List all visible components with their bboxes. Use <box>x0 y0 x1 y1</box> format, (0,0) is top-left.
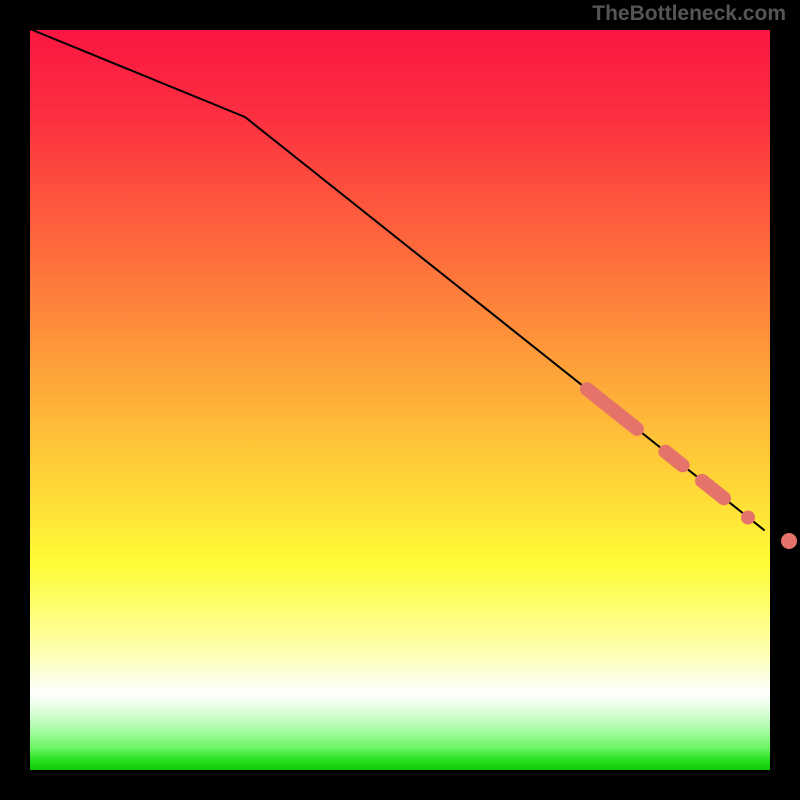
chart-container: { "watermark": { "text": "TheBottleneck.… <box>0 0 800 800</box>
data-point <box>781 533 797 549</box>
watermark-text: TheBottleneck.com <box>592 2 786 26</box>
bottleneck-chart <box>0 0 800 800</box>
plot-background <box>30 30 770 770</box>
data-point <box>741 511 755 525</box>
